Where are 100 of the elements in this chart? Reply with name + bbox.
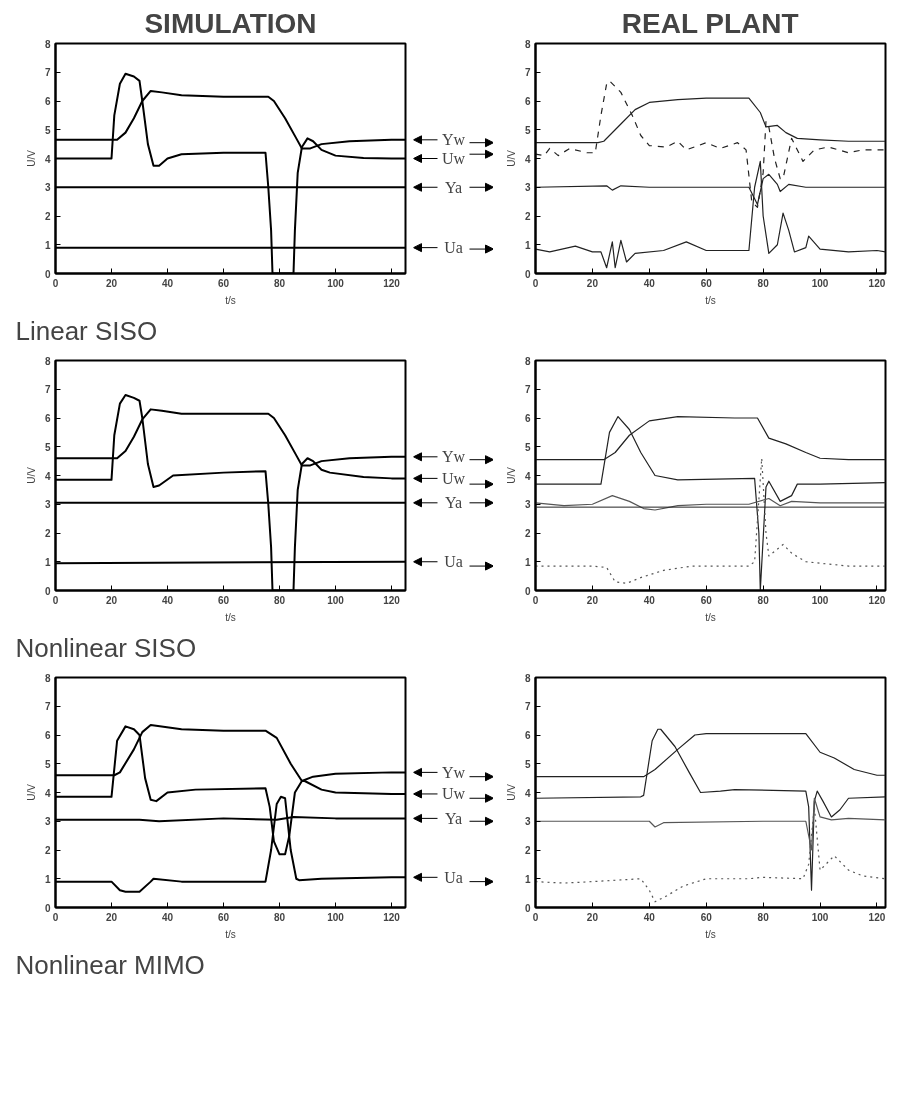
y-tick-label: 2 bbox=[524, 211, 531, 222]
x-tick-label: 60 bbox=[700, 277, 713, 289]
y-tick-label: 0 bbox=[524, 902, 531, 914]
y-tick-label: 1 bbox=[524, 873, 531, 885]
legend-label: Ua bbox=[444, 868, 463, 886]
y-tick-label: 4 bbox=[44, 787, 51, 799]
y-tick-label: 4 bbox=[524, 153, 531, 165]
y-tick-label: 6 bbox=[44, 96, 51, 107]
legend-label: Ya bbox=[444, 494, 463, 512]
y-tick-label: 3 bbox=[524, 499, 531, 511]
y-tick-label: 3 bbox=[44, 816, 51, 828]
y-tick-label: 0 bbox=[44, 902, 51, 914]
x-tick-label: 0 bbox=[532, 277, 539, 289]
y-tick-label: 7 bbox=[524, 67, 531, 79]
x-tick-label: 80 bbox=[757, 277, 770, 289]
x-tick-label: 40 bbox=[643, 277, 656, 289]
x-tick-label: 120 bbox=[383, 277, 401, 289]
y-tick-label: 5 bbox=[44, 758, 51, 770]
x-tick-label: 40 bbox=[161, 911, 174, 923]
y-tick-label: 7 bbox=[44, 701, 51, 713]
legend-label: Yw bbox=[441, 448, 466, 466]
y-tick-label: 7 bbox=[524, 701, 531, 713]
x-axis-title: t/s bbox=[705, 611, 716, 623]
y-tick-label: 2 bbox=[524, 528, 531, 539]
x-tick-label: 20 bbox=[586, 911, 599, 923]
x-tick-label: 120 bbox=[868, 277, 886, 289]
x-tick-label: 60 bbox=[217, 594, 230, 606]
x-axis-title: t/s bbox=[225, 928, 236, 940]
legend-label: Ua bbox=[444, 239, 463, 257]
legend-label: Yw bbox=[441, 763, 466, 781]
x-tick-label: 60 bbox=[217, 911, 230, 923]
y-tick-label: 8 bbox=[44, 38, 51, 50]
legend-label: Uw bbox=[441, 785, 466, 803]
x-tick-label: 80 bbox=[273, 911, 286, 923]
y-tick-label: 8 bbox=[44, 672, 51, 684]
y-tick-label: 1 bbox=[524, 556, 531, 568]
y-tick-label: 3 bbox=[524, 816, 531, 828]
x-tick-label: 80 bbox=[757, 594, 770, 606]
x-tick-label: 0 bbox=[52, 594, 59, 606]
chart-title: REAL PLANT bbox=[621, 7, 799, 39]
x-tick-label: 100 bbox=[327, 594, 345, 606]
x-tick-label: 60 bbox=[217, 277, 230, 289]
y-tick-label: 1 bbox=[524, 239, 531, 251]
x-tick-label: 100 bbox=[327, 277, 345, 289]
y-tick-label: 6 bbox=[524, 730, 531, 741]
y-tick-label: 7 bbox=[44, 384, 51, 396]
x-tick-label: 100 bbox=[327, 911, 345, 923]
y-tick-label: 6 bbox=[44, 413, 51, 424]
y-axis-title: U/V bbox=[505, 783, 517, 801]
y-axis-title: U/V bbox=[25, 149, 37, 167]
x-tick-label: 80 bbox=[273, 277, 286, 289]
x-tick-label: 120 bbox=[383, 594, 401, 606]
text: Nonlinear SISO bbox=[15, 632, 197, 663]
legend-label: Uw bbox=[441, 469, 466, 487]
x-axis-title: t/s bbox=[705, 928, 716, 940]
y-tick-label: 5 bbox=[524, 124, 531, 136]
y-axis-title: U/V bbox=[505, 149, 517, 167]
y-tick-label: 8 bbox=[524, 355, 531, 367]
y-tick-label: 1 bbox=[44, 239, 51, 251]
x-tick-label: 20 bbox=[105, 594, 118, 606]
x-tick-label: 0 bbox=[52, 911, 59, 923]
x-tick-label: 120 bbox=[383, 911, 401, 923]
legend-label: Uw bbox=[441, 150, 466, 167]
x-tick-label: 40 bbox=[643, 911, 656, 923]
y-tick-label: 0 bbox=[524, 268, 531, 280]
y-tick-label: 4 bbox=[524, 470, 531, 482]
y-tick-label: 8 bbox=[524, 38, 531, 50]
chart-title: SIMULATION bbox=[144, 7, 317, 39]
x-axis-title: t/s bbox=[705, 294, 716, 306]
x-tick-label: 0 bbox=[52, 277, 59, 289]
x-tick-label: 100 bbox=[811, 277, 829, 289]
y-tick-label: 8 bbox=[524, 672, 531, 684]
x-tick-label: 20 bbox=[586, 277, 599, 289]
y-tick-label: 3 bbox=[44, 499, 51, 511]
y-tick-label: 8 bbox=[44, 355, 51, 367]
y-tick-label: 6 bbox=[524, 96, 531, 107]
y-tick-label: 5 bbox=[524, 441, 531, 453]
y-tick-label: 5 bbox=[44, 441, 51, 453]
x-tick-label: 120 bbox=[868, 911, 886, 923]
y-tick-label: 7 bbox=[524, 384, 531, 396]
x-tick-label: 60 bbox=[700, 911, 713, 923]
y-tick-label: 3 bbox=[524, 182, 531, 194]
legend-label: Ya bbox=[444, 178, 463, 196]
x-tick-label: 20 bbox=[105, 911, 118, 923]
y-tick-label: 6 bbox=[44, 730, 51, 741]
y-tick-label: 2 bbox=[524, 845, 531, 856]
y-tick-label: 3 bbox=[44, 182, 51, 194]
x-tick-label: 0 bbox=[532, 911, 539, 923]
y-tick-label: 5 bbox=[524, 758, 531, 770]
y-tick-label: 4 bbox=[524, 787, 531, 799]
x-tick-label: 40 bbox=[161, 594, 174, 606]
x-tick-label: 20 bbox=[586, 594, 599, 606]
y-tick-label: 0 bbox=[44, 585, 51, 597]
text: Linear SISO bbox=[15, 315, 158, 346]
y-axis-title: U/V bbox=[505, 466, 517, 484]
y-tick-label: 1 bbox=[44, 873, 51, 885]
x-tick-label: 120 bbox=[868, 594, 886, 606]
legend-label: Ya bbox=[444, 809, 463, 827]
y-tick-label: 2 bbox=[44, 845, 51, 856]
x-tick-label: 40 bbox=[161, 277, 174, 289]
